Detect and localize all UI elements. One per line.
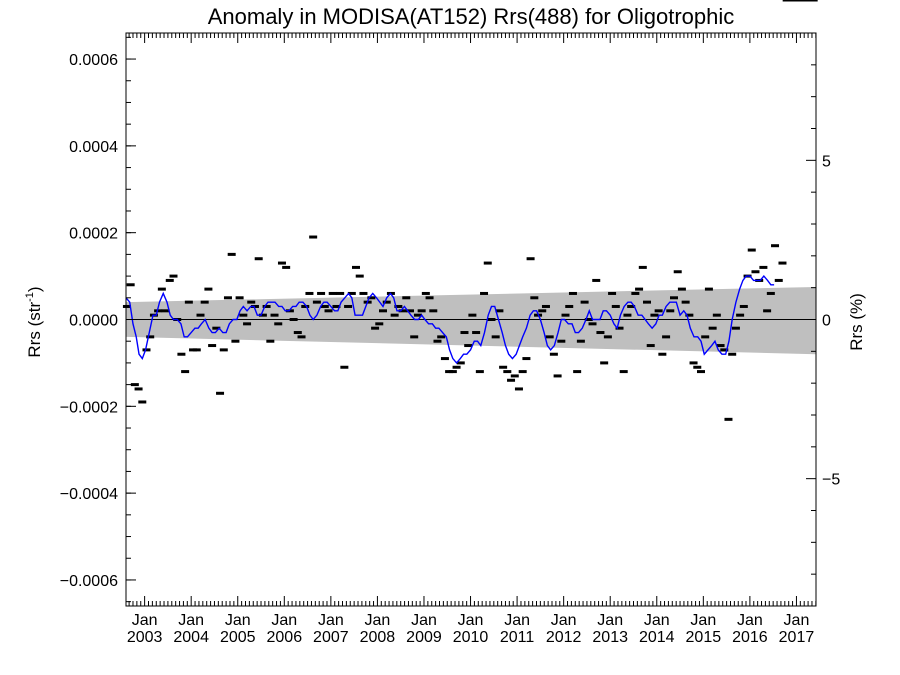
x-tick-month-label: Jan [225,612,251,629]
y-tick-label: −0.0006 [60,573,118,590]
y-tick-label: −0.0002 [60,399,118,416]
running-mean-layer [125,275,775,364]
x-tick-year-label: 2008 [360,629,396,646]
x-tick-month-label: Jan [132,612,158,629]
x-tick-year-label: 2015 [686,629,722,646]
x-tick-month-label: Jan [504,612,530,629]
x-tick-year-label: 2016 [732,629,768,646]
x-tick-year-label: 2014 [639,629,675,646]
x-tick-month-label: Jan [271,612,297,629]
y-tick-label: 0.0002 [69,226,118,243]
left-y-axis: −0.0006 −0.0004 −0.0002 0.0000 0.0002 0.0004 0… [60,36,136,603]
x-tick-year-label: 2010 [453,629,489,646]
x-tick-month-label: Jan [365,612,391,629]
x-tick-year-label: 2005 [220,629,256,646]
x-tick-month-label: Jan [458,612,484,629]
x-tick-month-label: Jan [178,612,204,629]
y2-tick-label: 5 [822,153,831,170]
x-tick-year-label: 2013 [592,629,628,646]
right-y-axis: −5 0 5 [806,32,840,607]
y2-tick-label: −5 [822,472,840,489]
x-tick-month-label: Jan [551,612,577,629]
x-tick-year-label: 2006 [267,629,303,646]
y-tick-label: 0.0000 [69,313,118,330]
x-tick-month-label: Jan [411,612,437,629]
x-axis: Jan2003Jan2004Jan2005Jan2006Jan2007Jan20… [127,33,817,646]
running-mean-line [125,275,775,364]
y-tick-label: 0.0004 [69,139,118,156]
x-tick-month-label: Jan [690,612,716,629]
y-axis-label: Rrs (str-1) [24,286,44,357]
y-tick-label: −0.0004 [60,486,118,503]
x-tick-year-label: 2011 [500,629,535,646]
x-tick-year-label: 2003 [127,629,163,646]
x-tick-month-label: Jan [644,612,670,629]
x-tick-year-label: 2009 [406,629,442,646]
x-tick-year-label: 2007 [313,629,349,646]
x-tick-month-label: Jan [318,612,344,629]
x-tick-year-label: 2004 [173,629,209,646]
y-tick-label: 0.0006 [69,52,118,69]
x-tick-month-label: Jan [597,612,623,629]
x-tick-year-label: 2012 [546,629,582,646]
x-tick-month-label: Jan [784,612,810,629]
y2-tick-label: 0 [822,313,831,330]
y2-axis-label: Rrs (%) [847,293,866,351]
monthly-anomaly-points [122,0,818,421]
chart-title: Anomaly in MODISA(AT152) Rrs(488) for Ol… [208,4,735,29]
x-tick-year-label: 2017 [779,629,815,646]
x-tick-month-label: Jan [737,612,763,629]
